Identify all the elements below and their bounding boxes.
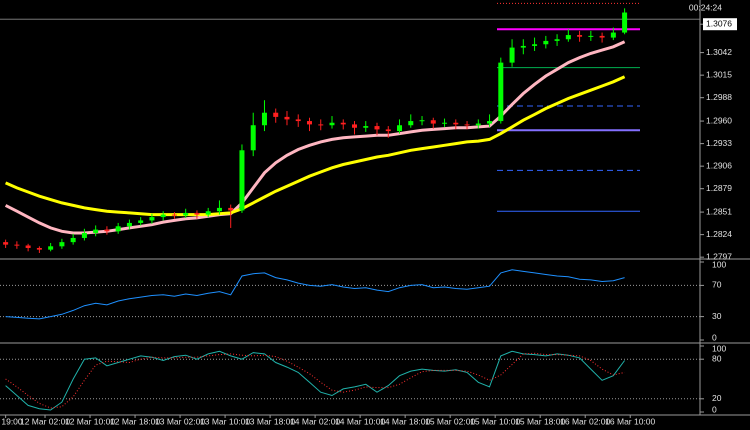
y-tick-label: 1.2933 — [706, 138, 732, 148]
candle-body — [565, 35, 571, 40]
candle-body — [577, 35, 583, 37]
y-tick-label: 1.3015 — [706, 69, 732, 79]
y-tick-label: 80 — [712, 353, 722, 363]
candle-body — [487, 121, 493, 124]
y-tick-label: 1.2906 — [706, 160, 732, 170]
candle-body — [306, 121, 312, 125]
x-tick-label: 14 Mar 10:00 — [335, 416, 385, 426]
indicator-line — [5, 350, 626, 411]
candle-body — [385, 129, 391, 132]
candle-body — [430, 120, 436, 124]
candle-body — [532, 44, 538, 46]
indicator-line — [5, 352, 625, 409]
candle-body — [352, 124, 358, 128]
candle-body — [261, 112, 267, 126]
candle-body — [588, 35, 594, 37]
candle-body — [509, 47, 515, 63]
candle-body — [599, 35, 605, 38]
x-tick-label: 15 Mar 10:00 — [470, 416, 520, 426]
x-tick-label: 16 Mar 02:00 — [560, 416, 610, 426]
candle-body — [622, 12, 628, 33]
y-tick-label: 20 — [712, 393, 722, 403]
candle-body — [475, 123, 481, 126]
y-tick-label: 1.2824 — [706, 229, 732, 239]
candle-body — [171, 214, 177, 216]
candle-body — [183, 212, 189, 216]
x-tick-label: 13 Mar 02:00 — [155, 416, 205, 426]
y-tick-label: 1.2797 — [706, 251, 732, 261]
y-tick-label: 1.3042 — [706, 47, 732, 57]
x-tick-label: 13 Mar 10:00 — [200, 416, 250, 426]
price-highlight — [703, 18, 737, 31]
x-tick-label: 14 Mar 02:00 — [290, 416, 340, 426]
candle-body — [25, 245, 31, 248]
candle-body — [14, 244, 20, 246]
candle-body — [149, 217, 155, 221]
candle-body — [228, 207, 234, 211]
candle-body — [104, 229, 110, 232]
candle-body — [498, 62, 504, 122]
y-tick-label: 30 — [712, 311, 722, 321]
y-tick-label: 70 — [712, 280, 722, 290]
candle-body — [3, 242, 9, 245]
candle-body — [453, 122, 459, 125]
candle-body — [340, 122, 346, 125]
candle-body — [397, 125, 403, 132]
y-tick-label: 0 — [712, 332, 717, 342]
candle-body — [115, 226, 121, 232]
candle-body — [59, 242, 65, 247]
candle-body — [194, 212, 200, 215]
candle-body — [81, 232, 87, 238]
y-tick-label: 1.2879 — [706, 183, 732, 193]
candle-body — [216, 207, 222, 212]
x-tick-label: 12 Mar 18:00 — [110, 416, 160, 426]
x-tick-label: 16 Mar 10:00 — [605, 416, 655, 426]
candle-body — [273, 112, 279, 117]
candle-body — [408, 121, 414, 126]
candle-body — [138, 220, 144, 223]
candle-body — [543, 40, 549, 45]
candle-body — [442, 122, 448, 124]
x-tick-label: 15 Mar 18:00 — [515, 416, 565, 426]
candle-body — [239, 150, 245, 211]
x-tick-label: 13 Mar 18:00 — [245, 416, 295, 426]
y-tick-label: 100 — [712, 343, 726, 353]
candle-body — [374, 126, 380, 130]
timer: 00:24:24 — [689, 2, 722, 12]
candle-body — [93, 229, 99, 233]
candle-body — [464, 124, 470, 126]
y-tick-label: 1.3076 — [706, 18, 732, 28]
candle-body — [160, 214, 166, 218]
y-tick-label: 100 — [712, 259, 726, 269]
candle-body — [126, 222, 132, 227]
candle-body — [419, 120, 425, 122]
candle-body — [284, 116, 290, 120]
x-tick-label: 12 Mar 10:00 — [65, 416, 115, 426]
candle-body — [318, 124, 324, 126]
candle-body — [70, 237, 76, 243]
candle-body — [610, 32, 616, 38]
x-tick-label: 15 Mar 02:00 — [425, 416, 475, 426]
moving-average — [4, 75, 626, 217]
candle-body — [329, 122, 335, 126]
candle-body — [205, 211, 211, 215]
candle-body — [250, 125, 256, 151]
candle-body — [36, 247, 42, 250]
y-tick-label: 1.2988 — [706, 92, 732, 102]
y-tick-label: 0 — [712, 404, 717, 414]
x-tick-label: 19:00 — [1, 416, 23, 426]
x-tick-label: 14 Mar 18:00 — [380, 416, 430, 426]
candle-body — [295, 119, 301, 122]
candle-body — [554, 39, 560, 41]
y-tick-label: 1.2851 — [706, 206, 732, 216]
y-tick-label: 1.2960 — [706, 115, 732, 125]
candle-body — [520, 45, 526, 48]
candle-body — [48, 246, 54, 250]
candle-body — [363, 126, 369, 128]
x-tick-label: 12 Mar 02:00 — [20, 416, 70, 426]
indicator-line — [5, 269, 625, 320]
